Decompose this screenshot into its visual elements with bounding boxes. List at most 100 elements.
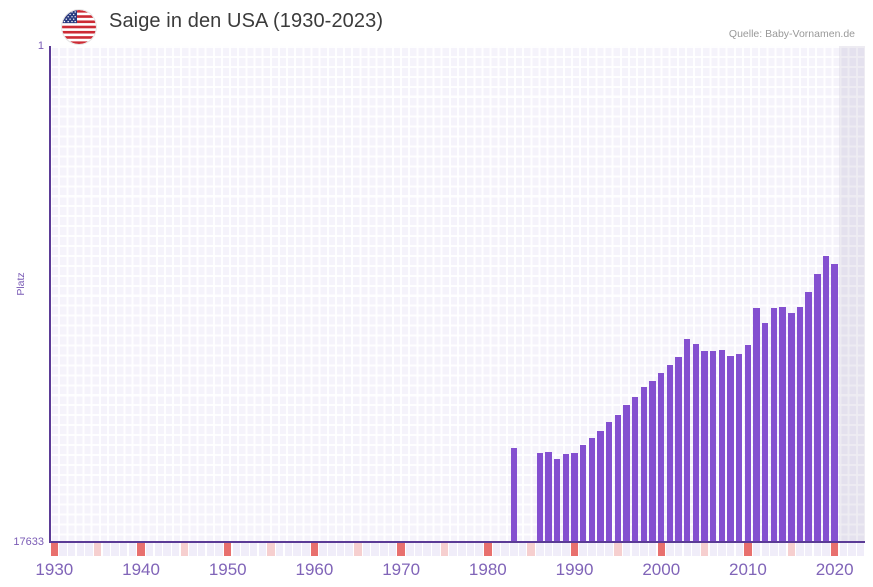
x-marker-blank [761, 543, 770, 556]
x-marker-blank [666, 543, 674, 556]
x-marker-blank [492, 543, 501, 556]
us-flag-icon [62, 10, 96, 44]
x-marker-blank [276, 543, 284, 556]
x-marker-blank [709, 543, 717, 556]
x-marker-blank [111, 543, 119, 556]
y-axis-tick-top: 1 [37, 40, 44, 52]
x-marker-decade [137, 543, 145, 556]
x-marker-blank [822, 543, 830, 556]
bar [736, 354, 743, 542]
x-marker-blank [284, 543, 293, 556]
x-marker-blank [562, 543, 570, 556]
y-axis-title: Platz [15, 272, 27, 296]
x-marker-blank [735, 543, 743, 556]
x-marker-blank [423, 543, 431, 556]
x-marker-blank [796, 543, 804, 556]
bar [658, 372, 665, 542]
x-marker-blank [380, 543, 388, 556]
x-marker-blank [432, 543, 440, 556]
x-marker-blank [328, 543, 336, 556]
bar [588, 438, 596, 542]
bar [553, 458, 561, 542]
chart-header: Saige in den USA (1930-2023) Quelle: Bab… [0, 0, 873, 46]
x-marker-blank [215, 543, 223, 556]
x-axis-tick-2010: 2010 [729, 560, 767, 579]
x-marker-blank [258, 543, 267, 556]
bar [727, 356, 734, 542]
x-marker-blank [640, 543, 648, 556]
x-marker-blank [544, 543, 553, 556]
page-title: Saige in den USA (1930-2023) [109, 10, 384, 32]
x-marker-half-decade [787, 543, 796, 556]
x-marker-blank [848, 543, 856, 556]
x-axis-tick-2020: 2020 [815, 560, 854, 579]
x-marker-blank [85, 543, 93, 556]
x-marker-blank [414, 543, 423, 556]
plot-area [50, 46, 865, 542]
x-marker-blank [293, 543, 301, 556]
bar [779, 306, 786, 542]
bar [606, 421, 613, 542]
bar [762, 323, 769, 542]
x-marker-blank [232, 543, 241, 556]
x-marker-blank [804, 543, 813, 556]
x-marker-blank [345, 543, 353, 556]
x-marker-half-decade [354, 543, 362, 556]
x-marker-blank [319, 543, 327, 556]
x-axis-tick-2000: 2000 [642, 560, 681, 579]
x-axis-tick-1970: 1970 [382, 560, 421, 579]
bar-series [50, 46, 865, 542]
bar [744, 345, 752, 542]
x-marker-blank [813, 543, 822, 556]
x-marker-blank [102, 543, 111, 556]
x-marker-blank [501, 543, 509, 556]
x-marker-blank [371, 543, 379, 556]
bar [796, 306, 804, 542]
x-marker-blank [302, 543, 310, 556]
x-axis-tick-1980: 1980 [468, 560, 507, 579]
bar [640, 387, 648, 542]
x-marker-half-decade [440, 543, 449, 556]
bar [510, 448, 518, 542]
x-marker-blank [154, 543, 163, 556]
x-marker-blank [518, 543, 527, 556]
x-axis-tick-1930: 1930 [35, 560, 74, 579]
bar [753, 307, 760, 542]
x-axis-line [49, 541, 865, 543]
x-marker-blank [119, 543, 128, 556]
bar [536, 453, 544, 542]
x-marker-decade [484, 543, 492, 556]
x-marker-blank [466, 543, 475, 556]
bar [814, 273, 821, 542]
x-marker-blank [631, 543, 639, 556]
x-marker-half-decade [93, 543, 102, 556]
x-marker-blank [76, 543, 85, 556]
x-marker-blank [726, 543, 735, 556]
x-marker-decade [310, 543, 319, 556]
bar [710, 350, 717, 542]
x-marker-blank [336, 543, 345, 556]
x-axis-marker-strip [50, 543, 865, 556]
bar [614, 415, 622, 542]
bar [597, 430, 604, 542]
x-marker-blank [770, 543, 778, 556]
bar [718, 350, 726, 542]
x-marker-blank [839, 543, 848, 556]
x-marker-blank [206, 543, 215, 556]
x-marker-blank [145, 543, 154, 556]
x-marker-decade [50, 543, 59, 556]
x-marker-blank [59, 543, 67, 556]
x-marker-blank [683, 543, 691, 556]
x-marker-decade [224, 543, 232, 556]
bar [649, 380, 656, 542]
x-marker-blank [163, 543, 171, 556]
x-axis-tick-1990: 1990 [555, 560, 594, 579]
bar [545, 451, 552, 542]
bar [770, 307, 778, 542]
x-axis-tick-1950: 1950 [208, 560, 247, 579]
x-marker-blank [674, 543, 683, 556]
x-marker-decade [657, 543, 665, 556]
x-marker-blank [449, 543, 457, 556]
x-marker-blank [406, 543, 414, 556]
